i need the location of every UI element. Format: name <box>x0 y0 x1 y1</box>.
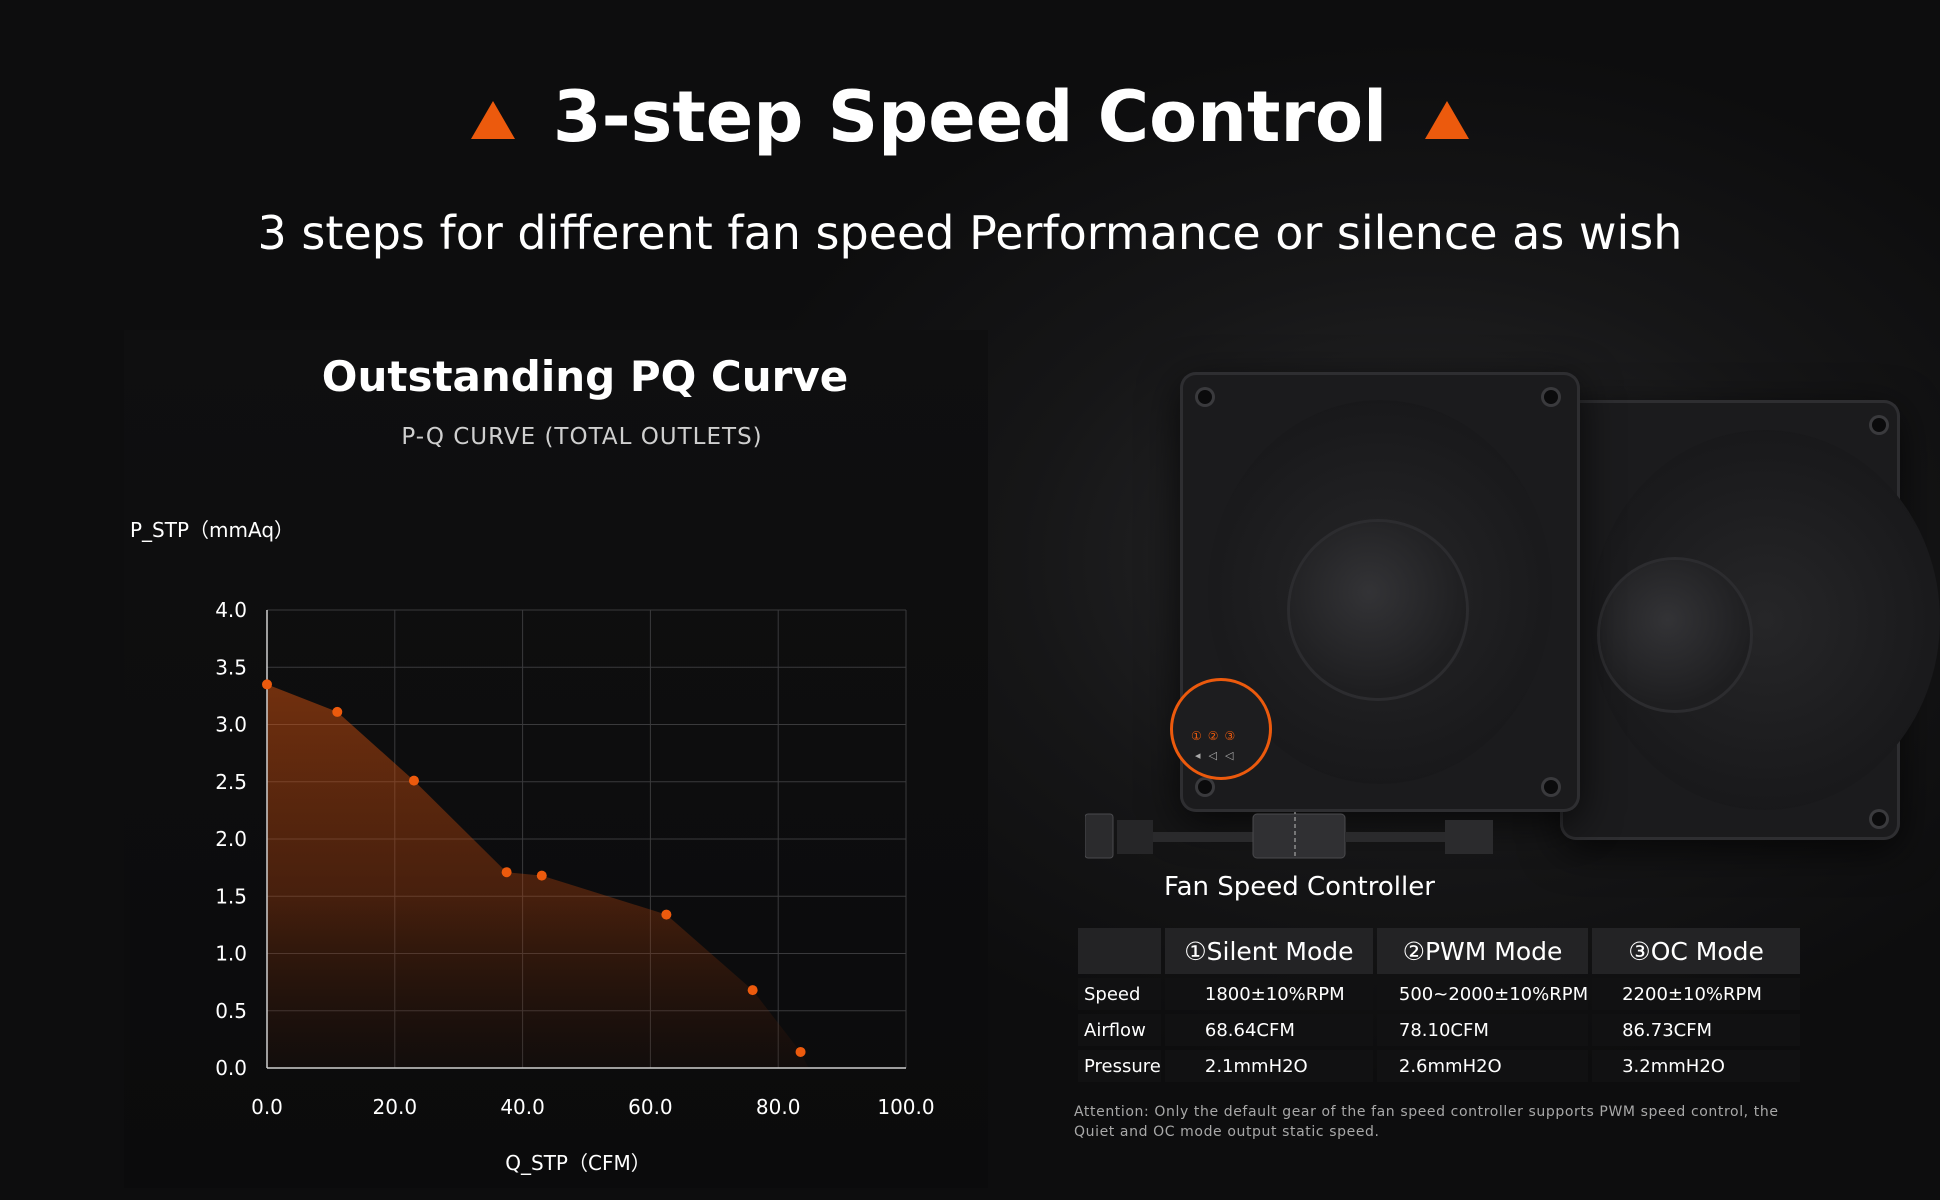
table-row: Airflow 68.64CFM 78.10CFM 86.73CFM <box>1078 1014 1801 1046</box>
table-cell: 78.10CFM <box>1376 1014 1589 1046</box>
table-cell: 2200±10%RPM <box>1592 978 1801 1010</box>
data-point <box>501 867 512 878</box>
chart-subtitle: P-Q CURVE (TOTAL OUTLETS) <box>401 424 763 450</box>
table-header-cell: ②PWM Mode <box>1376 928 1589 974</box>
row-label: Speed <box>1078 978 1161 1010</box>
data-point <box>332 706 343 717</box>
x-tick-label: 20.0 <box>373 1095 418 1119</box>
controller-mode-arrows: ◂◁◁ <box>1195 749 1242 762</box>
table-cell: 3.2mmH2O <box>1592 1050 1801 1082</box>
data-point <box>661 909 672 920</box>
y-tick-label: 1.5 <box>215 884 247 908</box>
x-tick-label: 0.0 <box>251 1095 283 1119</box>
table-header-row: ①Silent Mode ②PWM Mode ③OC Mode <box>1078 928 1801 974</box>
y-tick-label: 0.0 <box>215 1056 247 1080</box>
attention-note: Attention: Only the default gear of the … <box>1074 1104 1779 1140</box>
x-axis-label: Q_STP（CFM） <box>505 1151 650 1175</box>
table-header-cell: ①Silent Mode <box>1164 928 1373 974</box>
row-label: Pressure <box>1078 1050 1161 1082</box>
table-cell: 1800±10%RPM <box>1164 978 1373 1010</box>
data-point <box>795 1046 806 1057</box>
table-row: Speed 1800±10%RPM 500~2000±10%RPM 2200±1… <box>1078 978 1801 1010</box>
y-tick-label: 1.0 <box>215 942 247 966</box>
row-label: Airflow <box>1078 1014 1161 1046</box>
table-cell: 2.1mmH2O <box>1164 1050 1373 1082</box>
chart-points <box>262 679 806 1057</box>
y-tick-label: 3.0 <box>215 713 247 737</box>
y-tick-label: 2.0 <box>215 827 247 851</box>
chart-ticks: 0.0 0.5 1.0 1.5 2.0 2.5 3.0 3.5 4.0 0.0 20.0 40.0 60… <box>215 598 934 1119</box>
x-tick-label: 100.0 <box>877 1095 934 1119</box>
x-tick-label: 40.0 <box>500 1095 545 1119</box>
page-title: 3-step Speed Control <box>552 76 1388 158</box>
y-tick-label: 4.0 <box>215 598 247 622</box>
table-cell: 68.64CFM <box>1164 1014 1373 1046</box>
triangle-icon <box>470 101 515 139</box>
x-tick-label: 80.0 <box>756 1095 801 1119</box>
triangle-icon <box>1425 101 1470 139</box>
title-row: 3-step Speed Control <box>0 72 1940 162</box>
spec-table: ①Silent Mode ②PWM Mode ③OC Mode Speed 18… <box>1074 924 1804 1086</box>
data-point <box>408 775 419 786</box>
table-header-cell <box>1078 928 1161 974</box>
table-cell: 2.6mmH2O <box>1376 1050 1589 1082</box>
page-subtitle: 3 steps for different fan speed Performa… <box>257 206 1683 260</box>
table-cell: 500~2000±10%RPM <box>1376 978 1589 1010</box>
y-axis-label: P_STP（mmAq） <box>130 518 294 542</box>
chart-title: Outstanding PQ Curve <box>321 352 849 401</box>
table-cell: 86.73CFM <box>1592 1014 1801 1046</box>
fan-product-image <box>1060 360 1940 880</box>
controller-zoom-circle: ①②③ ◂◁◁ <box>1170 678 1272 780</box>
y-tick-label: 2.5 <box>215 770 247 794</box>
x-tick-label: 60.0 <box>628 1095 673 1119</box>
data-point <box>536 870 547 881</box>
data-point <box>262 679 272 690</box>
controller-cable <box>1085 812 1493 859</box>
pq-chart: 0.0 0.5 1.0 1.5 2.0 2.5 3.0 3.5 4.0 0.0 20.0 40.0 60… <box>130 518 935 1175</box>
front-fan <box>1180 372 1580 812</box>
table-row: Pressure 2.1mmH2O 2.6mmH2O 3.2mmH2O <box>1078 1050 1801 1082</box>
table-header-cell: ③OC Mode <box>1592 928 1801 974</box>
controller-mode-digits: ①②③ <box>1191 729 1242 743</box>
y-tick-label: 0.5 <box>215 999 247 1023</box>
controller-label: Fan Speed Controller <box>1164 872 1435 902</box>
rear-fan <box>1560 400 1940 840</box>
y-tick-label: 3.5 <box>215 655 247 679</box>
data-point <box>747 985 758 996</box>
